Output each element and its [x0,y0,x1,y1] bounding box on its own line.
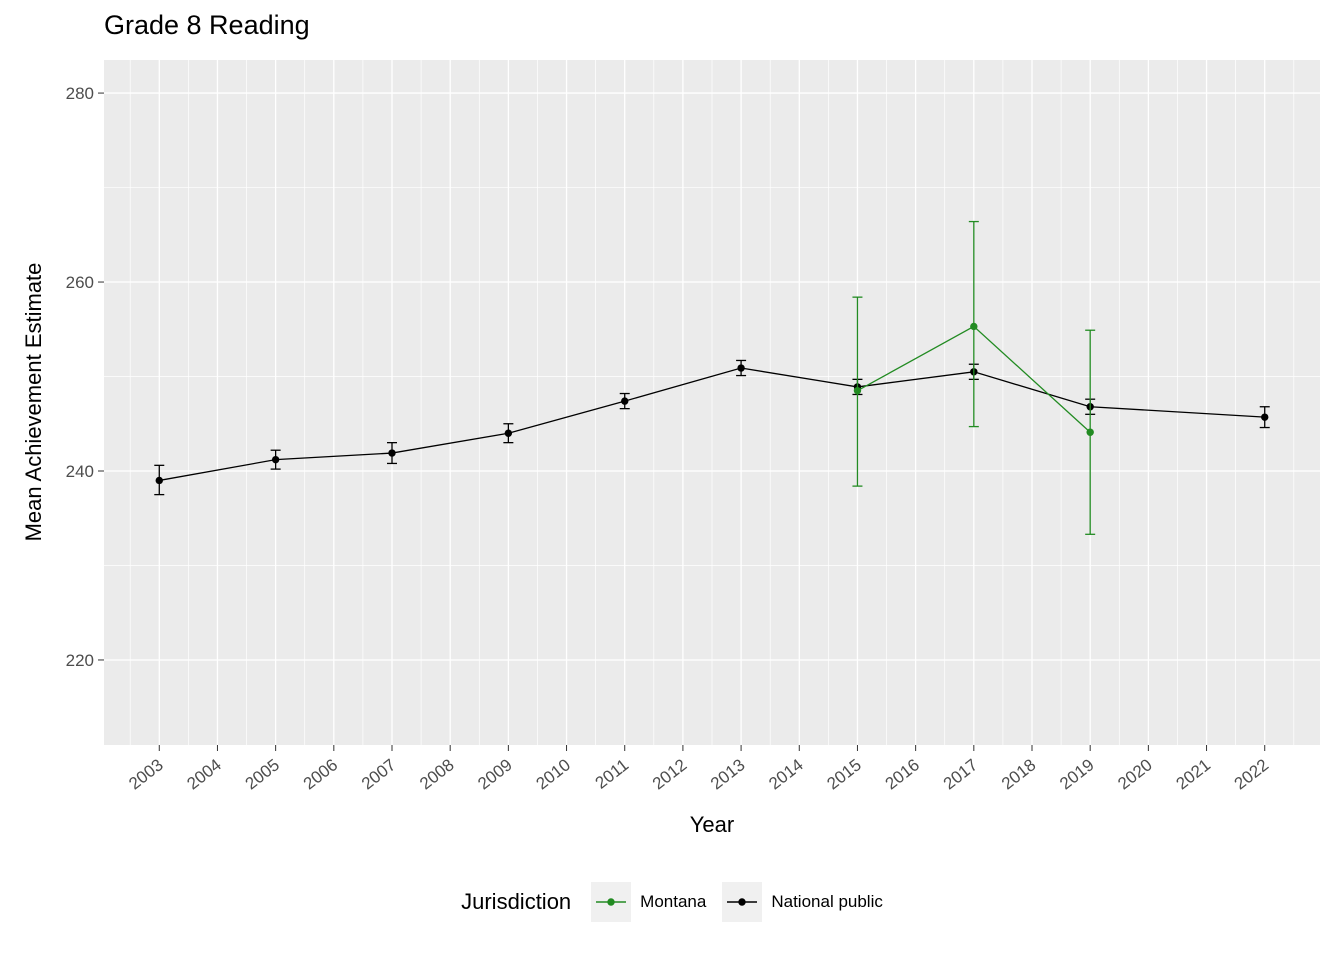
x-tick-label: 2010 [533,755,575,793]
x-tick-label: 2009 [474,755,516,793]
x-tick-label: 2017 [940,755,982,793]
legend-key-montana-icon [591,882,632,922]
x-tick-label: 2022 [1231,755,1273,793]
x-tick-label: 2003 [125,755,167,793]
x-tick-label: 2018 [998,755,1040,793]
x-tick-label: 2019 [1056,755,1098,793]
x-tick-label: 2011 [592,755,633,792]
chart-title: Grade 8 Reading [104,10,310,40]
data-point [388,449,396,457]
data-point [1086,428,1094,436]
data-point [271,455,280,464]
x-tick-label: 2004 [183,755,225,793]
x-tick-label: 2005 [242,755,284,793]
data-point [621,397,629,405]
y-tick-label: 260 [66,273,94,292]
y-tick-label: 220 [66,651,94,670]
legend: Jurisdiction Montana National public [0,882,1344,922]
data-point [737,364,745,372]
x-axis-title: Year [689,812,735,837]
x-tick-label: 2015 [823,755,865,793]
x-tick-label: 2020 [1114,755,1156,793]
series-line [159,367,1265,482]
x-tick-label: 2014 [765,755,807,793]
x-tick-label: 2016 [882,755,924,793]
x-tick-label: 2008 [416,755,458,793]
legend-label-montana: Montana [640,892,707,911]
line-chart: 2003 2004 2005 2006 2007 2008 2009 2010 2011 2012… [66,60,1320,793]
x-tick-label: 2007 [358,755,400,793]
y-tick-label: 280 [66,84,94,103]
data-point [970,322,978,331]
data-point [504,429,513,437]
data-point [1261,413,1269,421]
legend-item-montana: Montana [591,882,706,922]
legend-label-national-public: National public [771,892,883,911]
data-point [853,386,862,395]
legend-title: Jurisdiction [461,889,572,914]
legend-key-national-public-icon [722,882,763,922]
x-tick-label: 2021 [1173,755,1215,793]
data-point [155,476,163,485]
x-tick-label: 2012 [649,755,691,793]
x-tick-label: 2006 [300,755,342,793]
x-tick-label: 2013 [707,755,749,793]
legend-item-national-public: National public [722,882,883,922]
y-tick-label: 240 [66,462,94,481]
